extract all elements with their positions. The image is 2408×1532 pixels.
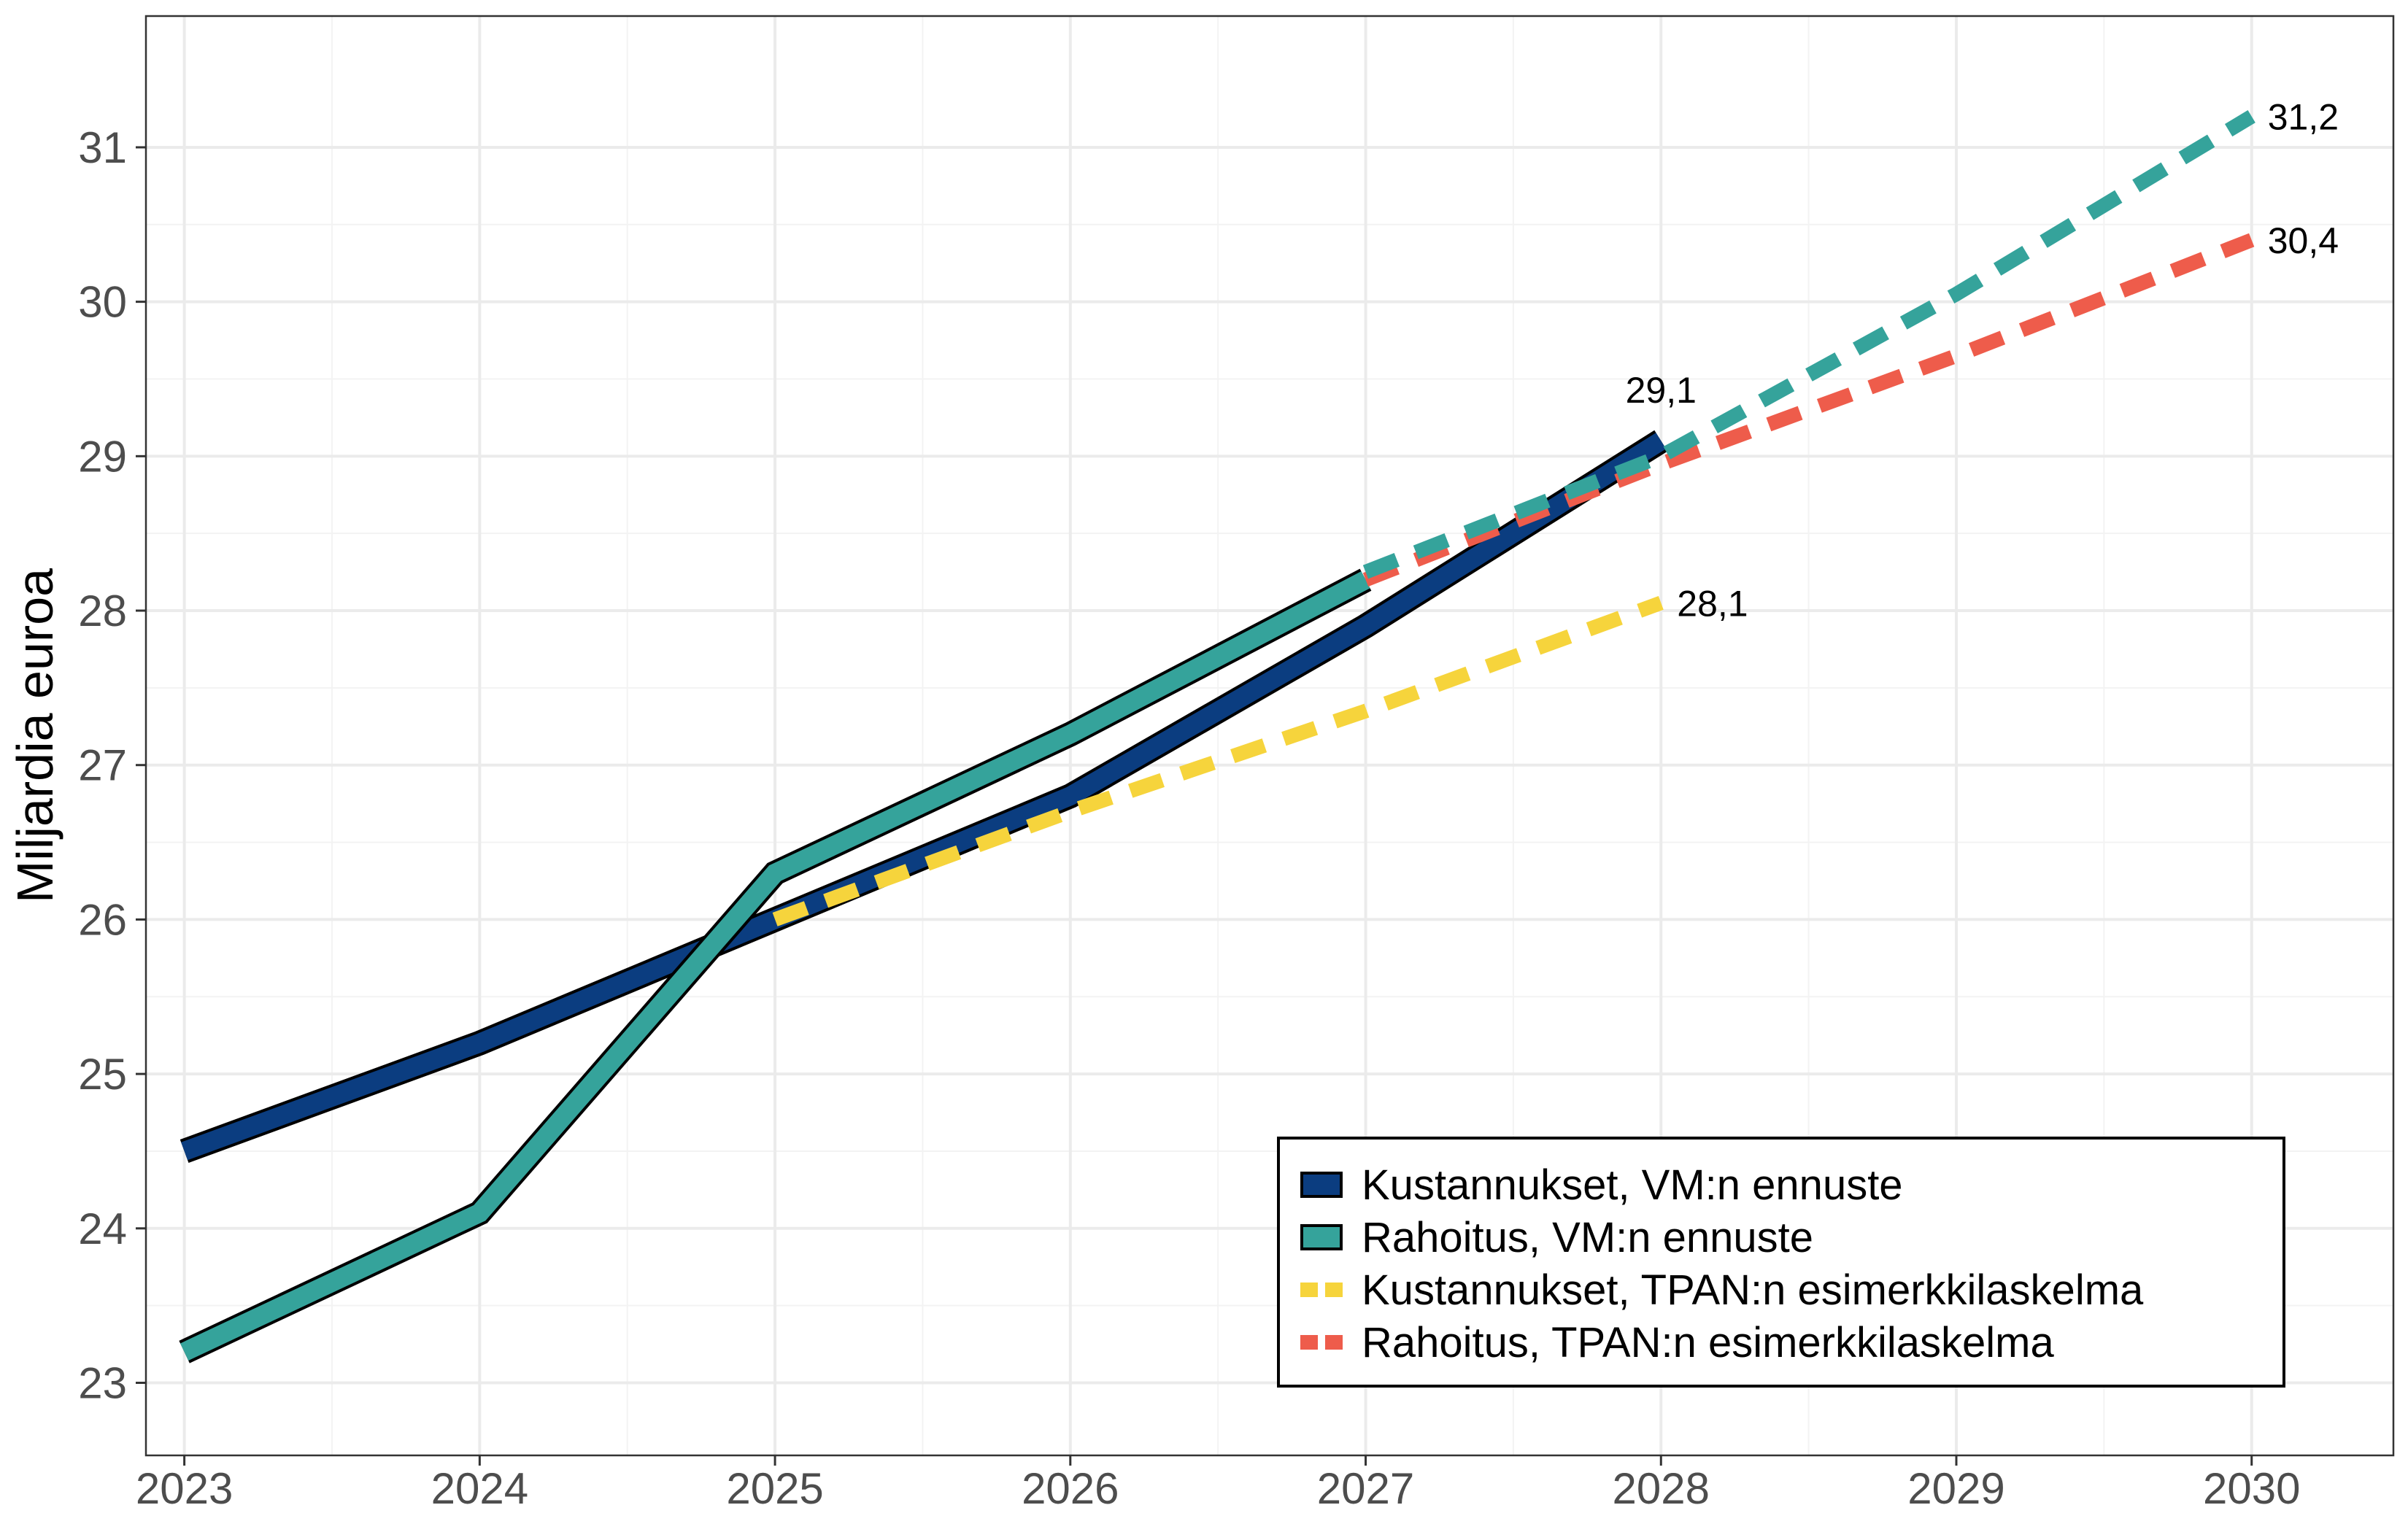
x-tick-label: 2025 [726,1464,823,1513]
x-tick-label: 2030 [2203,1464,2300,1513]
series-rahoitus-vm-n-ennuste-jatko-line [1362,110,2255,579]
data-label: 29,1 [1626,370,1697,411]
data-label: 31,2 [2268,97,2339,138]
series-kustannukset-tpan-n-esimerkkilaskelma-line [772,596,1664,926]
data-labels: 29,1 28,1 31,2 30,4 [1626,97,2339,624]
y-tick-label: 30 [78,278,127,327]
y-tick-label: 23 [78,1359,127,1408]
y-tick-label: 26 [78,895,127,944]
legend: Kustannukset, VM:n ennuste Rahoitus, VM:n… [1277,1137,2285,1388]
series-rahoitus-vm-n-ennuste-line [180,571,1370,1361]
x-tick-label: 2023 [136,1464,233,1513]
y-tick-label: 25 [78,1050,127,1099]
legend-key-rahoitus-vm-n-ennuste [1303,1227,1340,1247]
x-tick-label: 2026 [1022,1464,1119,1513]
x-tick-label: 2028 [1613,1464,1710,1513]
y-tick-label: 29 [78,432,127,481]
series-kustannukset-vm-n-ennuste-line [181,433,1667,1161]
y-tick-label: 24 [78,1204,127,1253]
data-label: 28,1 [1677,583,1748,624]
x-tick-label: 2029 [1907,1464,2004,1513]
legend-box [1277,1137,2285,1388]
x-tick-label: 2027 [1317,1464,1414,1513]
y-tick-label: 28 [78,587,127,635]
legend-label: Kustannukset, VM:n ennuste [1362,1161,1903,1209]
series-layer [179,110,2255,1363]
y-tick-label: 27 [78,741,127,790]
legend-key-kustannukset-vm-n-ennuste [1303,1175,1340,1195]
panel-border [144,15,2395,1457]
y-tick-label: 31 [78,123,127,172]
legend-label: Rahoitus, VM:n ennuste [1362,1214,1813,1261]
x-tick-label: 2024 [431,1464,528,1513]
data-label: 30,4 [2268,220,2339,261]
axes: 23 24 25 26 27 28 29 30 31 2023 2024 2025 2026 2027 20… [78,123,2300,1513]
legend-label: Rahoitus, TPAN:n esimerkkilaskelma [1362,1319,2054,1366]
y-axis-title: Miljardia euroa [7,568,63,903]
legend-label: Kustannukset, TPAN:n esimerkkilaskelma [1362,1266,2144,1314]
